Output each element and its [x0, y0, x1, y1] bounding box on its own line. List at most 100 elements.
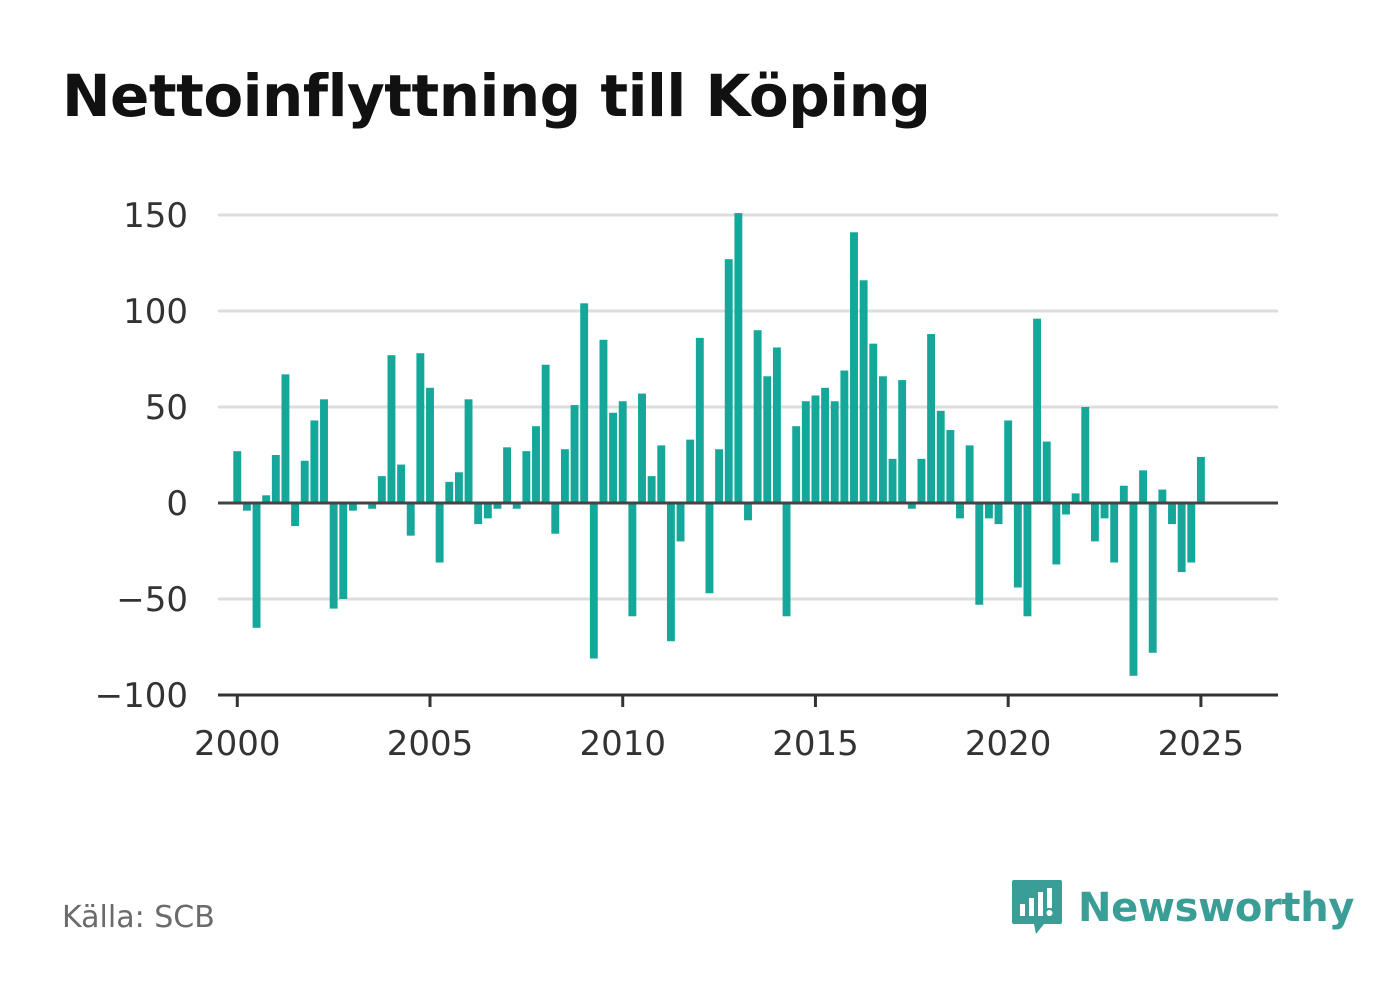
bar — [618, 401, 627, 503]
bar — [580, 303, 589, 503]
bar — [406, 503, 415, 536]
bar — [994, 503, 1003, 525]
bar — [628, 503, 637, 617]
bar — [686, 439, 695, 503]
bar — [1090, 503, 1099, 542]
bar — [734, 213, 743, 503]
y-tick-label: 50 — [145, 388, 188, 428]
bar — [782, 503, 791, 617]
bar — [1148, 503, 1157, 653]
bar — [898, 380, 907, 503]
bar — [271, 455, 280, 503]
bar — [339, 503, 348, 599]
bar — [1139, 470, 1148, 503]
x-tick-label: 2025 — [1158, 724, 1245, 764]
bar — [1062, 503, 1070, 515]
bar — [233, 451, 242, 503]
bar — [1033, 318, 1042, 503]
bar — [715, 449, 724, 503]
y-tick-label: 150 — [123, 196, 188, 236]
bar — [850, 232, 858, 503]
bar — [1052, 503, 1061, 565]
bar — [262, 495, 271, 503]
bar — [1081, 407, 1090, 503]
bar — [320, 399, 328, 503]
bar — [426, 387, 434, 503]
bar — [435, 503, 444, 563]
bar — [830, 401, 839, 503]
bar — [859, 280, 868, 503]
bar — [1187, 503, 1196, 563]
bar — [975, 503, 984, 605]
bar — [493, 503, 502, 509]
bar — [657, 445, 666, 503]
y-tick-label: −50 — [116, 580, 188, 620]
bar — [1158, 489, 1167, 503]
x-tick-label: 2010 — [579, 724, 666, 764]
bar — [541, 364, 550, 503]
bar — [772, 347, 781, 503]
bar — [724, 259, 733, 503]
axis-layer: −100 −50 0 50 100 150 2000 2005 2010 2015 2020 2025 — [95, 196, 1278, 764]
bar — [878, 376, 887, 503]
bar — [522, 451, 531, 503]
x-tick-label: 2020 — [965, 724, 1052, 764]
bar — [1071, 493, 1080, 503]
bar — [599, 339, 608, 503]
chart-title: Nettoinflyttning till Köping — [62, 62, 931, 130]
bar — [946, 430, 955, 503]
newsworthy-brand[interactable]: Newsworthy — [1010, 878, 1355, 938]
y-tick-label: −100 — [95, 676, 188, 716]
bar — [792, 426, 801, 503]
source-label: Källa: SCB — [62, 900, 215, 935]
bar — [956, 503, 964, 519]
bar — [647, 476, 656, 503]
bar — [1004, 420, 1013, 503]
newsworthy-logo-icon — [1012, 880, 1062, 934]
bar — [753, 330, 762, 503]
bar — [927, 334, 936, 503]
bar — [1110, 503, 1119, 563]
y-tick-label: 0 — [166, 484, 188, 524]
bar — [445, 481, 454, 503]
bar — [1168, 503, 1176, 525]
bar — [907, 503, 916, 509]
bar — [744, 503, 752, 521]
bar — [570, 405, 579, 503]
bar — [609, 412, 618, 503]
bar — [695, 337, 704, 503]
bar — [763, 376, 772, 503]
bar — [638, 393, 646, 503]
bar — [348, 503, 357, 511]
bar — [560, 449, 569, 503]
bar — [1196, 456, 1205, 503]
bar — [242, 503, 251, 511]
bar — [416, 353, 425, 503]
bar — [474, 503, 483, 525]
bar — [368, 503, 377, 509]
bar — [291, 503, 300, 527]
bar — [483, 503, 492, 519]
bar — [801, 401, 810, 503]
bar — [917, 458, 926, 503]
bar — [1023, 503, 1032, 617]
bar — [676, 503, 685, 542]
bar — [936, 410, 945, 503]
bar — [454, 472, 463, 503]
bar — [811, 395, 820, 503]
bar — [377, 476, 386, 503]
bar — [300, 460, 309, 503]
bars-layer — [233, 213, 1205, 676]
bar — [666, 503, 675, 642]
y-tick-label: 100 — [123, 292, 188, 332]
bar — [551, 503, 560, 534]
bar — [821, 387, 830, 503]
bar — [869, 343, 878, 503]
bar — [888, 458, 897, 503]
bar — [329, 503, 338, 609]
bar — [589, 503, 598, 659]
bar — [1100, 503, 1109, 519]
x-tick-label: 2000 — [194, 724, 281, 764]
bar — [965, 445, 974, 503]
